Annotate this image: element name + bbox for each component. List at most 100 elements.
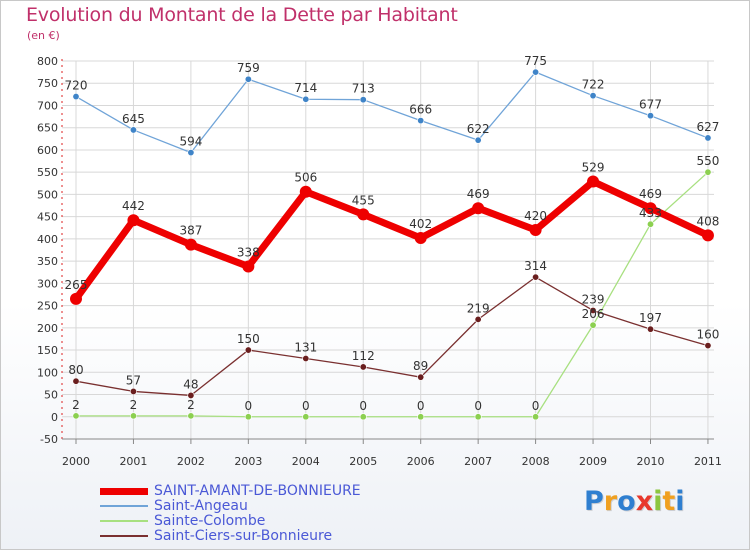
data-point — [70, 292, 82, 305]
data-point — [244, 346, 252, 354]
chart-title: Evolution du Montant de la Dette par Hab… — [26, 4, 458, 26]
x-tick-label: 2002 — [177, 455, 205, 468]
data-label: 775 — [524, 54, 547, 68]
axis-layer: 8007507006506005505004504003503002502001… — [37, 55, 722, 468]
data-point — [359, 96, 367, 104]
data-label: 666 — [409, 103, 432, 117]
data-point — [532, 413, 540, 421]
data-label: 645 — [122, 112, 145, 126]
y-tick-label: -50 — [40, 433, 58, 446]
logo-letter: i — [653, 486, 663, 517]
data-label: 131 — [294, 341, 317, 355]
legend-swatch — [100, 505, 148, 507]
data-point — [704, 134, 712, 142]
x-tick-label: 2000 — [62, 455, 90, 468]
y-tick-label: 100 — [37, 366, 58, 379]
data-label: 2 — [72, 398, 80, 412]
chart-subtitle: (en €) — [27, 29, 60, 42]
data-label: 0 — [532, 399, 540, 413]
data-point — [299, 185, 312, 198]
data-point — [244, 413, 252, 421]
series-line-3 — [75, 276, 709, 397]
data-label: 469 — [467, 187, 490, 201]
data-point — [646, 325, 654, 333]
data-label: 2 — [187, 398, 195, 412]
legend-item: Sainte-Colombe — [100, 514, 361, 529]
data-point — [187, 391, 195, 399]
proxiti-logo: Proxiti — [584, 486, 685, 517]
data-point — [357, 208, 370, 221]
data-point — [587, 175, 600, 188]
data-point — [302, 95, 310, 103]
legend-item: SAINT-AMANT-DE-BONNIEURE — [100, 484, 361, 499]
data-point — [532, 68, 540, 76]
x-tick-label: 2009 — [579, 455, 607, 468]
data-label: 48 — [183, 377, 198, 391]
data-label: 455 — [352, 193, 375, 207]
grid-layer — [62, 60, 714, 440]
series-line-1 — [75, 71, 709, 154]
y-tick-label: 0 — [51, 411, 58, 424]
y-tick-label: 150 — [37, 344, 58, 357]
data-label: 408 — [696, 214, 719, 228]
logo-letter: i — [675, 486, 685, 517]
data-label: 720 — [65, 79, 88, 93]
data-label: 265 — [65, 278, 88, 292]
data-point — [589, 321, 597, 329]
series-line-0 — [72, 178, 712, 303]
data-point — [129, 387, 137, 395]
legend-swatch — [100, 535, 148, 537]
series-layer — [70, 68, 714, 421]
legend-item: Saint-Ciers-sur-Bonnieure — [100, 529, 361, 544]
data-label: 219 — [467, 301, 490, 315]
data-point — [644, 202, 657, 215]
data-label: 529 — [582, 161, 605, 175]
data-point — [472, 202, 485, 215]
data-label: 338 — [237, 245, 260, 259]
data-label: 402 — [409, 217, 432, 231]
logo-letter: P — [584, 486, 604, 517]
data-label: 150 — [237, 332, 260, 346]
data-label: 206 — [582, 307, 605, 321]
y-tick-label: 300 — [37, 277, 58, 290]
data-label: 0 — [474, 399, 482, 413]
x-tick-label: 2003 — [234, 455, 262, 468]
data-label: 0 — [302, 399, 310, 413]
data-label: 0 — [417, 399, 425, 413]
data-point — [529, 223, 542, 236]
data-label: 239 — [582, 292, 605, 306]
data-point — [244, 75, 252, 83]
data-point — [704, 168, 712, 176]
data-label: 420 — [524, 209, 547, 223]
data-point — [72, 412, 80, 420]
legend-item: Saint-Angeau — [100, 499, 361, 514]
data-point — [474, 315, 482, 323]
logo-letter: r — [603, 486, 618, 517]
legend-label: Sainte-Colombe — [154, 513, 266, 529]
data-label: 506 — [294, 171, 317, 185]
data-label: 759 — [237, 61, 260, 75]
x-tick-label: 2005 — [349, 455, 377, 468]
data-label: 2 — [130, 398, 138, 412]
data-label: 197 — [639, 311, 662, 325]
y-tick-label: 400 — [37, 233, 58, 246]
data-label: 622 — [467, 122, 490, 136]
data-point — [646, 112, 654, 120]
y-tick-label: 550 — [37, 166, 58, 179]
data-label: 0 — [359, 399, 367, 413]
data-label: 550 — [696, 154, 719, 168]
data-point — [646, 220, 654, 228]
label-layer: 265 442 387 338 506 455 402 469 420 529 469 408 720 6… — [65, 54, 720, 413]
data-label: 80 — [68, 363, 83, 377]
x-tick-label: 2007 — [464, 455, 492, 468]
x-tick-label: 2010 — [637, 455, 665, 468]
data-label: 160 — [696, 328, 719, 342]
data-point — [589, 92, 597, 100]
y-tick-label: 350 — [37, 255, 58, 268]
data-label: 314 — [524, 259, 547, 273]
data-point — [72, 93, 80, 101]
data-point — [72, 377, 80, 385]
data-point — [532, 273, 540, 281]
legend-label: Saint-Ciers-sur-Bonnieure — [154, 528, 333, 544]
